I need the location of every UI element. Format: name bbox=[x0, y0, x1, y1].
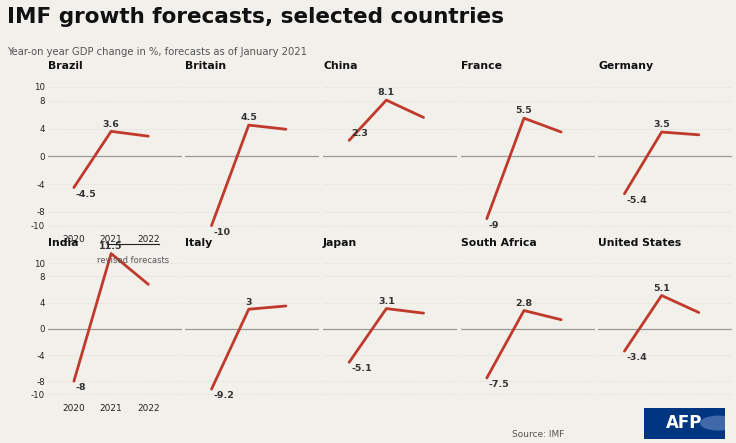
Text: 2.3: 2.3 bbox=[351, 129, 368, 138]
Text: -3.4: -3.4 bbox=[626, 353, 647, 362]
Text: France: France bbox=[461, 61, 502, 71]
Text: Britain: Britain bbox=[185, 61, 227, 71]
Text: Germany: Germany bbox=[598, 61, 654, 71]
Text: South Africa: South Africa bbox=[461, 238, 537, 248]
Text: -4.5: -4.5 bbox=[76, 190, 96, 198]
Text: 5.5: 5.5 bbox=[516, 106, 532, 115]
Text: 8.1: 8.1 bbox=[378, 88, 395, 97]
Text: China: China bbox=[323, 61, 358, 71]
Text: Italy: Italy bbox=[185, 238, 213, 248]
Text: revised forecasts: revised forecasts bbox=[97, 256, 169, 264]
Text: AFP: AFP bbox=[666, 414, 703, 432]
Text: -8: -8 bbox=[76, 383, 86, 392]
Text: 11.5: 11.5 bbox=[99, 242, 123, 251]
Text: 3.1: 3.1 bbox=[378, 297, 394, 306]
Text: India: India bbox=[48, 238, 78, 248]
Text: IMF growth forecasts, selected countries: IMF growth forecasts, selected countries bbox=[7, 7, 504, 27]
Text: -9.2: -9.2 bbox=[213, 391, 234, 400]
Text: Brazil: Brazil bbox=[48, 61, 82, 71]
Text: 3: 3 bbox=[246, 298, 252, 307]
Text: 5.1: 5.1 bbox=[653, 284, 670, 293]
Circle shape bbox=[701, 416, 736, 430]
Text: -9: -9 bbox=[489, 221, 499, 230]
Text: -10: -10 bbox=[213, 228, 230, 237]
Text: -5.4: -5.4 bbox=[626, 196, 647, 205]
Text: United States: United States bbox=[598, 238, 682, 248]
Text: Year-on year GDP change in %, forecasts as of January 2021: Year-on year GDP change in %, forecasts … bbox=[7, 47, 308, 57]
Text: -5.1: -5.1 bbox=[351, 364, 372, 373]
Text: Source: IMF: Source: IMF bbox=[512, 430, 564, 439]
Text: Japan: Japan bbox=[323, 238, 358, 248]
Text: 3.5: 3.5 bbox=[654, 120, 670, 129]
Text: 3.6: 3.6 bbox=[102, 120, 119, 128]
Text: 4.5: 4.5 bbox=[240, 113, 257, 122]
Text: -7.5: -7.5 bbox=[489, 380, 509, 389]
Text: 2.8: 2.8 bbox=[515, 299, 533, 308]
